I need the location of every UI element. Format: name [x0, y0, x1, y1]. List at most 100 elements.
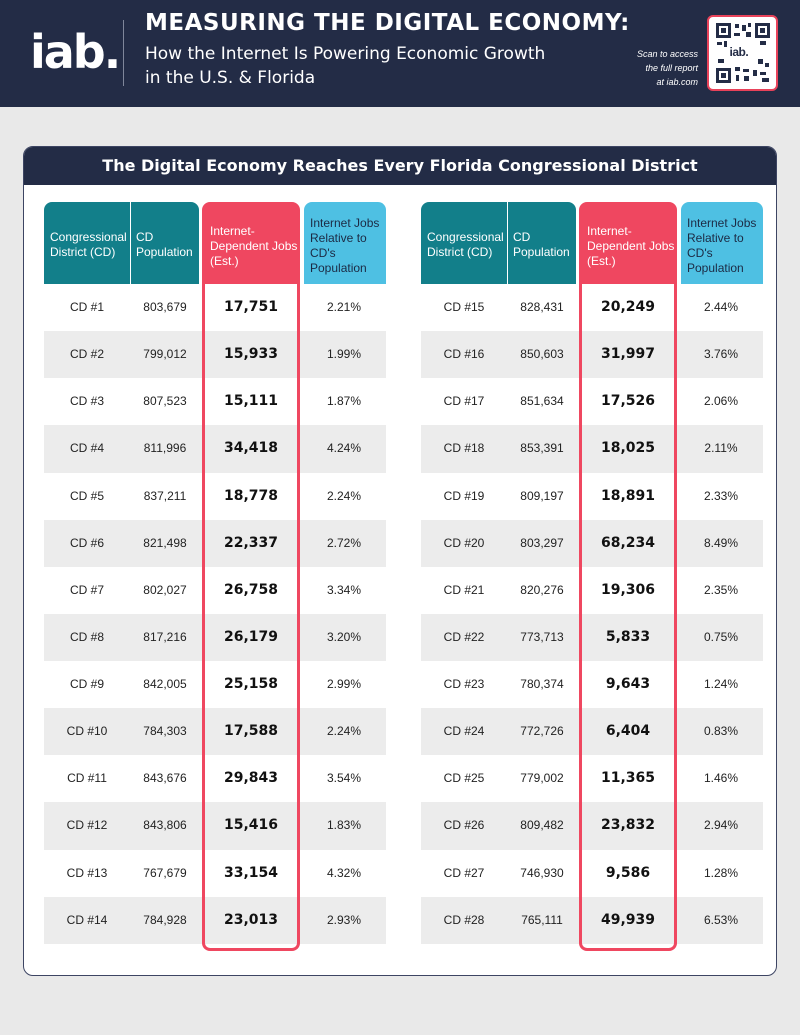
cell-jobs: 20,249	[600, 299, 656, 315]
cell-percent: 2.44%	[703, 300, 739, 314]
header-divider	[123, 20, 124, 86]
cell-jobs: 23,832	[600, 817, 656, 834]
cell-district: CD #11	[67, 771, 107, 786]
cell-percent: 2.35%	[703, 582, 739, 597]
cell-population: 803,297	[520, 535, 564, 550]
cell-district: CD #5	[69, 488, 104, 503]
cell-percent: 6.53%	[703, 912, 739, 927]
cell-jobs: 11,365	[600, 770, 656, 787]
table-row: CD #2 799,012 15,933 1.99%	[44, 331, 386, 379]
cell-percent: 2.93%	[326, 912, 362, 927]
cell-population: 853,391	[520, 441, 564, 456]
cell-jobs: 5,833	[605, 628, 651, 645]
cell-percent: 2.72%	[326, 535, 362, 550]
cell-percent: 2.21%	[326, 300, 362, 314]
cell-population: 784,928	[143, 912, 187, 927]
cell-district: CD #25	[443, 771, 485, 786]
column-header-jobs: Internet-Dependent Jobs (Est.)	[579, 202, 677, 284]
column-header-cd: Congressional District (CD)	[421, 202, 507, 284]
cell-jobs: 49,939	[600, 911, 656, 928]
cell-population: 773,713	[520, 629, 564, 644]
cell-jobs: 19,306	[600, 581, 656, 598]
cell-jobs: 29,843	[223, 770, 279, 787]
cell-population: 820,276	[520, 582, 564, 597]
cell-population: 803,679	[143, 300, 187, 314]
cell-jobs: 15,111	[223, 393, 279, 410]
table-row: CD #15 828,431 20,249 2.44%	[421, 284, 763, 331]
cell-population: 817,216	[143, 629, 187, 644]
cell-district: CD #15	[443, 300, 485, 314]
qr-iab-label: iab.	[727, 45, 751, 59]
table-row: CD #4 811,996 34,418 4.24%	[44, 425, 386, 473]
cell-district: CD #28	[443, 912, 485, 927]
cell-percent: 1.83%	[326, 818, 362, 833]
page-title: MEASURING THE DIGITAL ECONOMY:	[145, 10, 630, 36]
cell-population: 828,431	[520, 300, 564, 314]
cell-percent: 1.87%	[326, 394, 362, 409]
cell-district: CD #10	[66, 724, 108, 739]
cell-district: CD #18	[443, 441, 485, 456]
cell-percent: 0.75%	[703, 629, 739, 644]
column-header-jobs: Internet-Dependent Jobs (Est.)	[202, 202, 300, 284]
cell-jobs: 26,758	[223, 581, 279, 598]
cell-percent: 1.46%	[703, 771, 739, 786]
column-header-population: CD Population	[508, 202, 576, 284]
cell-population: 842,005	[143, 677, 187, 691]
cell-jobs: 31,997	[600, 346, 656, 363]
cell-population: 780,374	[520, 677, 564, 691]
scan-line-1: Scan to access	[636, 49, 698, 59]
cell-percent: 3.76%	[703, 347, 739, 362]
table-row: CD #11 843,676 29,843 3.54%	[44, 755, 386, 802]
cell-population: 784,303	[143, 724, 187, 739]
page-subtitle: How the Internet Is Powering Economic Gr…	[145, 42, 545, 90]
cell-percent: 2.06%	[703, 394, 739, 409]
cell-jobs: 33,154	[223, 864, 279, 881]
subtitle-line-2: in the U.S. & Florida	[145, 68, 316, 88]
iab-logo: iab.	[30, 25, 121, 79]
table-row: CD #25 779,002 11,365 1.46%	[421, 755, 763, 802]
table-row: CD #18 853,391 18,025 2.11%	[421, 425, 763, 473]
cell-percent: 1.28%	[703, 865, 739, 880]
cell-population: 802,027	[143, 582, 187, 597]
cell-district: CD #19	[443, 488, 485, 503]
qr-code[interactable]: iab.	[707, 15, 778, 91]
cell-population: 809,482	[520, 818, 564, 833]
cell-jobs: 25,158	[223, 676, 279, 692]
cell-population: 779,002	[520, 771, 564, 786]
cell-population: 850,603	[520, 347, 564, 362]
cell-district: CD #2	[69, 347, 104, 362]
table-rows: CD #15 828,431 20,249 2.44% CD #16 850,603 31,…	[421, 284, 763, 944]
column-header-cd: Congressional District (CD)	[44, 202, 130, 284]
cell-jobs: 34,418	[223, 440, 279, 457]
cell-population: 799,012	[143, 347, 187, 362]
cell-jobs: 9,586	[605, 864, 651, 881]
cell-percent: 2.24%	[326, 724, 362, 739]
cell-district: CD #12	[66, 818, 108, 833]
cell-population: 851,634	[520, 394, 564, 409]
cell-jobs: 26,179	[223, 628, 279, 645]
cell-percent: 4.32%	[326, 865, 362, 880]
cell-population: 765,111	[521, 912, 563, 927]
cell-district: CD #14	[66, 912, 108, 927]
cell-district: CD #17	[443, 394, 485, 409]
cell-jobs: 68,234	[600, 534, 656, 551]
cell-jobs: 18,025	[600, 440, 656, 457]
cell-jobs: 18,778	[223, 487, 279, 504]
cell-district: CD #6	[69, 535, 104, 550]
table-row: CD #6 821,498 22,337 2.72%	[44, 519, 386, 567]
cell-population: 811,996	[143, 441, 187, 456]
column-header-percent: Internet Jobs Relative to CD's Populatio…	[304, 202, 386, 284]
cell-district: CD #8	[69, 629, 104, 644]
table-row: CD #19 809,197 18,891 2.33%	[421, 473, 763, 520]
cell-jobs: 17,526	[600, 393, 656, 410]
cell-district: CD #21	[443, 582, 485, 597]
cell-percent: 4.24%	[326, 441, 362, 456]
table-row: CD #22 773,713 5,833 0.75%	[421, 613, 763, 661]
district-table-card: The Digital Economy Reaches Every Florid…	[23, 146, 777, 976]
cell-percent: 2.94%	[703, 818, 739, 833]
cell-population: 772,726	[520, 724, 564, 739]
scan-line-3: at iab.com	[656, 77, 698, 87]
column-header-population: CD Population	[131, 202, 199, 284]
table-row: CD #20 803,297 68,234 8.49%	[421, 519, 763, 567]
table-row: CD #26 809,482 23,832 2.94%	[421, 802, 763, 850]
